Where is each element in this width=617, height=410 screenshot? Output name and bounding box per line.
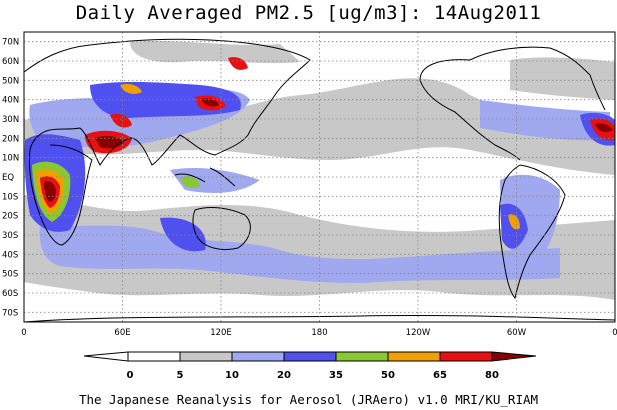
lat-tick-label: 20S: [2, 212, 18, 222]
footer-credit: The Japanese Reanalysis for Aerosol (JRA…: [78, 392, 539, 407]
legend-tick-label: 10: [225, 370, 239, 381]
lat-tick-label: 70N: [2, 38, 19, 48]
legend-tick-label: 0: [127, 370, 134, 381]
legend-color-box: [335, 351, 389, 362]
legend-tick-label: 35: [329, 370, 343, 381]
lat-tick-label: 40N: [2, 96, 19, 106]
lat-tick-label: 50N: [2, 76, 19, 86]
legend-right-arrow-icon: [491, 351, 537, 362]
lon-tick-label: 60E: [114, 328, 130, 338]
gridlines: [24, 32, 615, 322]
lat-tick-label: 30N: [2, 115, 19, 125]
lon-tick-label: 120E: [210, 328, 232, 338]
lat-tick-label: 40S: [2, 250, 18, 260]
lat-tick-label: 70S: [2, 308, 18, 318]
lon-tick-label: 180: [311, 328, 327, 338]
colorbar-legend: 0 5 10 20 35 50 65 80: [83, 351, 537, 381]
legend-color-box: [127, 351, 181, 362]
legend-tick-label: 80: [485, 370, 499, 381]
legend-tick-label: 5: [177, 370, 184, 381]
legend-color-box: [179, 351, 233, 362]
lon-tick-label: 0: [21, 328, 26, 338]
coastlines: [24, 38, 615, 322]
legend-tick-label: 65: [433, 370, 447, 381]
lat-tick-label: 30S: [2, 231, 18, 241]
lat-tick-label: 10S: [2, 192, 18, 202]
legend-tick-label: 50: [381, 370, 395, 381]
latitude-axis: 70N 60N 50N 40N 30N 20N 10N EQ 10S 20S 30S 40S 50S 60…: [2, 38, 19, 319]
lat-tick-label: 20N: [2, 134, 19, 144]
lat-tick-label: 60S: [2, 289, 18, 299]
legend-color-box: [231, 351, 285, 362]
lon-tick-label: 0: [612, 328, 617, 338]
legend-tick-label: 20: [277, 370, 291, 381]
lat-tick-label: 60N: [2, 57, 19, 67]
legend-color-box: [283, 351, 337, 362]
lon-tick-label: 60W: [507, 328, 527, 338]
lat-tick-label: EQ: [2, 173, 14, 183]
lat-tick-label: 10N: [2, 154, 19, 164]
longitude-axis: 0 60E 120E 180 120W 60W 0: [21, 328, 617, 338]
legend-left-arrow-icon: [83, 351, 129, 362]
legend-color-box: [387, 351, 441, 362]
lat-tick-label: 50S: [2, 270, 18, 280]
lon-tick-label: 120W: [406, 328, 431, 338]
legend-color-box: [439, 351, 493, 362]
map-frame: [23, 31, 616, 323]
map-title: Daily Averaged PM2.5 [ug/m3]: 14Aug2011: [75, 2, 542, 24]
